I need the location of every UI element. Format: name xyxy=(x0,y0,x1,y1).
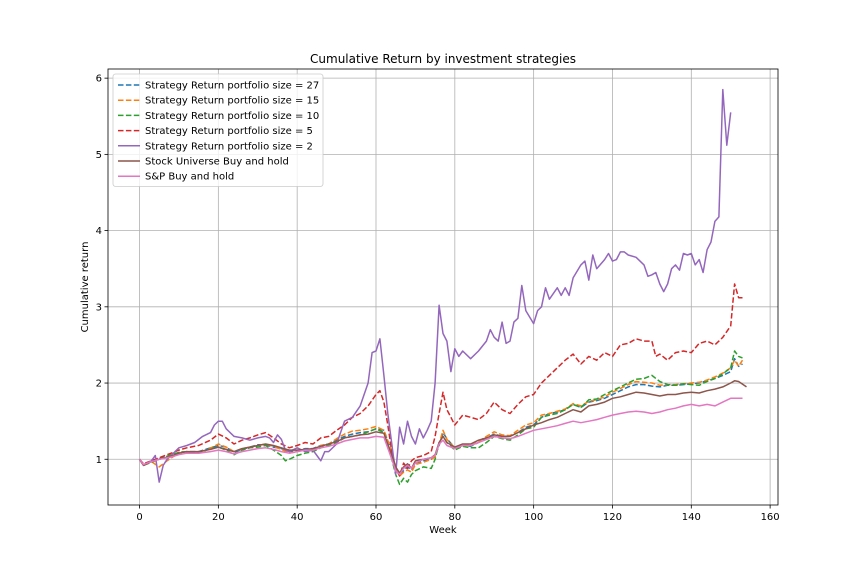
y-tick-label: 5 xyxy=(96,150,102,161)
legend-entry-1: Strategy Return portfolio size = 27 xyxy=(145,81,319,92)
x-tick-label: 120 xyxy=(603,512,622,523)
plot-frame xyxy=(107,68,779,506)
x-tick-label: 40 xyxy=(291,512,304,523)
legend-entry-5: Strategy Return portfolio size = 2 xyxy=(145,141,313,152)
series-line-6 xyxy=(138,380,747,474)
x-tick-label: 140 xyxy=(682,512,701,523)
x-tick-label: 160 xyxy=(761,512,780,523)
y-tick-label: 4 xyxy=(96,226,102,237)
x-tick-label: 20 xyxy=(212,512,225,523)
y-axis-label: Cumulative return xyxy=(80,242,91,333)
x-axis-label: Week xyxy=(429,525,457,536)
series-line-4 xyxy=(138,283,743,477)
x-tick-label: 80 xyxy=(448,512,461,523)
legend: Strategy Return portfolio size = 27 Strat… xyxy=(112,73,324,187)
y-tick-label: 3 xyxy=(96,302,102,313)
x-tick-label: 100 xyxy=(524,512,543,523)
y-tick-label: 2 xyxy=(96,379,102,390)
legend-entry-7: S&P Buy and hold xyxy=(145,172,234,183)
y-tick-label: 1 xyxy=(96,455,102,466)
legend-entry-4: Strategy Return portfolio size = 5 xyxy=(145,126,313,137)
legend-entry-3: Strategy Return portfolio size = 10 xyxy=(145,111,319,122)
series-line-5 xyxy=(138,88,732,483)
chart-title: Cumulative Return by investment strategi… xyxy=(310,52,576,66)
x-tick-label: 60 xyxy=(370,512,383,523)
y-tick-label: 6 xyxy=(96,74,102,85)
legend-entry-6: Stock Universe Buy and hold xyxy=(145,157,289,168)
series-line-7 xyxy=(138,397,743,476)
legend-box xyxy=(112,73,324,187)
legend-entry-2: Strategy Return portfolio size = 15 xyxy=(145,96,319,107)
axis-ticks: 0 20 40 60 80 100 120 140 160 1 2 3 4 5 6 xyxy=(96,74,780,523)
x-tick-label: 0 xyxy=(136,512,142,523)
series-lines xyxy=(138,88,747,486)
